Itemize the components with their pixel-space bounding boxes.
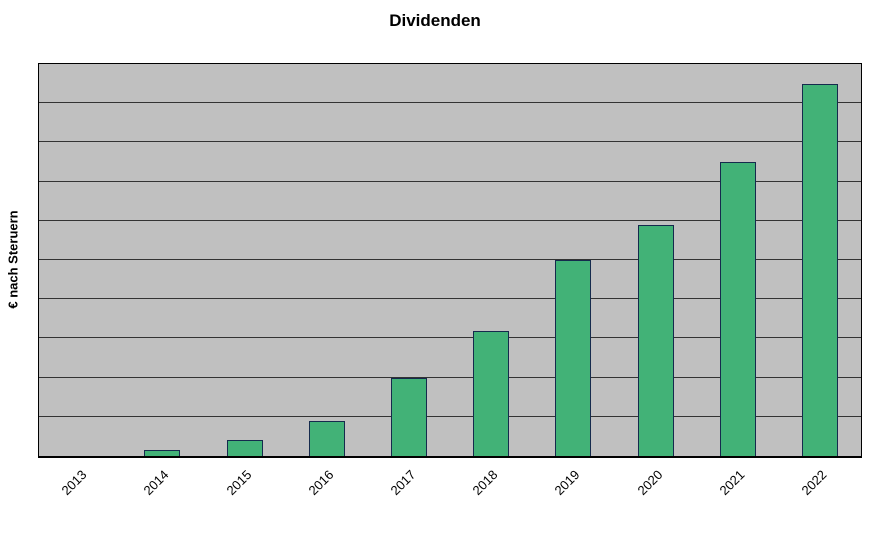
- bar-slot-2019: [532, 64, 614, 456]
- bar-2014: [144, 450, 181, 456]
- gridline: [39, 259, 861, 260]
- gridline: [39, 337, 861, 339]
- bars-layer: [39, 64, 861, 456]
- bar-2022: [801, 83, 838, 456]
- x-tick-label-2019: 2019: [551, 467, 583, 499]
- bar-2020: [637, 224, 674, 456]
- x-tick-label-2017: 2017: [387, 467, 419, 499]
- x-tick-label-2015: 2015: [223, 467, 255, 499]
- bar-2019: [555, 260, 592, 456]
- gridline: [39, 180, 861, 182]
- gridline: [39, 298, 861, 300]
- bar-slot-2018: [450, 64, 532, 456]
- gridline: [39, 415, 861, 417]
- x-tick-label-2014: 2014: [140, 467, 172, 499]
- gridline: [39, 102, 861, 104]
- bar-2021: [719, 162, 756, 456]
- chart-title: Dividenden: [389, 11, 481, 30]
- x-axis-labels: 2013 2014 2015 2016 2017 2018 2019 2020 2021 2022: [38, 457, 860, 557]
- x-tick-label-2016: 2016: [305, 467, 337, 499]
- bar-2018: [473, 330, 510, 456]
- plot-area: [38, 63, 862, 458]
- x-tick-label-2020: 2020: [634, 467, 666, 499]
- gridline: [39, 141, 861, 143]
- gridline: [39, 219, 861, 221]
- bar-slot-2021: [697, 64, 779, 456]
- bar-slot-2020: [614, 64, 696, 456]
- bar-slot-2016: [286, 64, 368, 456]
- bar-slot-2015: [203, 64, 285, 456]
- x-tick-label-2013: 2013: [58, 467, 90, 499]
- x-tick-label-2021: 2021: [716, 467, 748, 499]
- bar-2016: [308, 420, 345, 456]
- bar-slot-2022: [779, 64, 861, 456]
- bar-slot-2014: [121, 64, 203, 456]
- bar-2015: [226, 440, 263, 456]
- y-axis-label-container: € nach Steruern: [0, 63, 26, 455]
- gridline: [39, 376, 861, 378]
- x-tick-label-2022: 2022: [798, 467, 830, 499]
- x-tick-label-2018: 2018: [469, 467, 501, 499]
- bar-slot-2017: [368, 64, 450, 456]
- bar-slot-2013: [39, 64, 121, 456]
- y-axis-label: € nach Steruern: [5, 209, 21, 309]
- bar-2017: [390, 377, 427, 456]
